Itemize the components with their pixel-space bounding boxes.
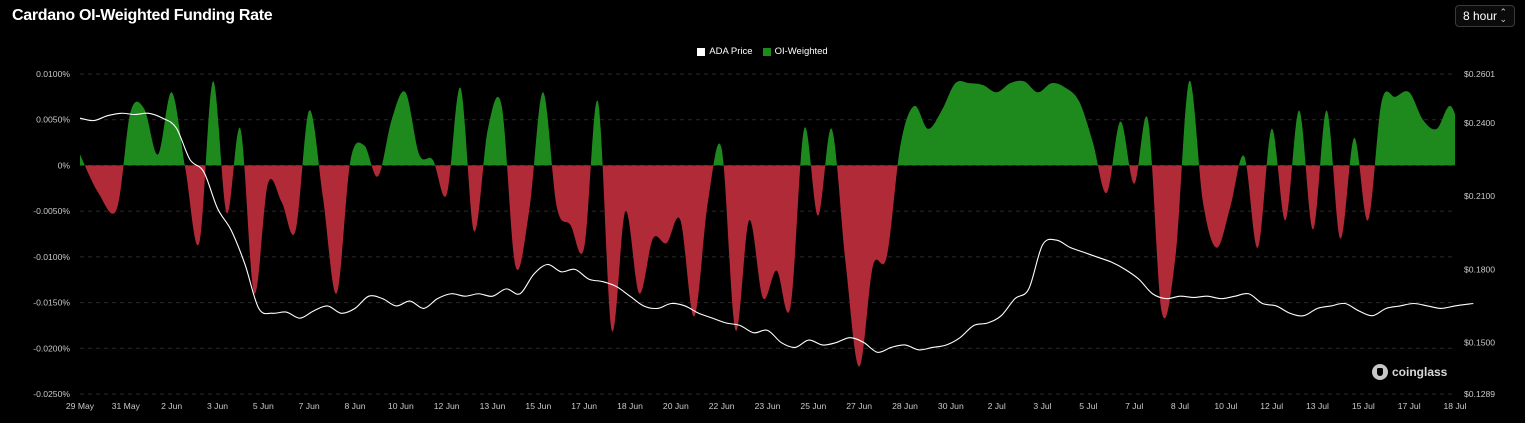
y-left-tick-label: 0.0050%: [36, 115, 70, 125]
x-tick-label: 3 Jul: [1033, 401, 1051, 411]
x-tick-label: 28 Jun: [892, 401, 918, 411]
x-tick-label: 13 Jul: [1306, 401, 1329, 411]
page-title: Cardano OI-Weighted Funding Rate: [12, 7, 273, 24]
chevron-up-down-icon: ⌃ ⌄: [1499, 7, 1507, 24]
x-tick-label: 22 Jun: [709, 401, 735, 411]
y-right-tick-label: $0.1289: [1464, 389, 1495, 399]
period-select-value: 8 hour: [1463, 9, 1498, 23]
x-tick-label: 13 Jun: [480, 401, 506, 411]
x-tick-label: 8 Jun: [344, 401, 365, 411]
y-left-tick-label: 0.0100%: [36, 69, 70, 79]
oi-weighted-positive-area: [80, 80, 1455, 166]
x-tick-label: 17 Jun: [571, 401, 597, 411]
x-tick-label: 10 Jun: [388, 401, 414, 411]
x-tick-label: 5 Jul: [1079, 401, 1097, 411]
x-tick-label: 2 Jun: [161, 401, 182, 411]
y-left-tick-label: -0.0050%: [33, 206, 70, 216]
y-right-tick-label: $0.1500: [1464, 338, 1495, 348]
x-tick-label: 7 Jul: [1125, 401, 1143, 411]
oi-weighted-point: [1473, 115, 1474, 116]
x-tick-label: 12 Jun: [434, 401, 460, 411]
x-tick-label: 15 Jul: [1352, 401, 1375, 411]
legend-swatch-ada-price: [697, 47, 706, 56]
x-tick-label: 7 Jun: [299, 401, 320, 411]
y-right-tick-label: $0.2400: [1464, 118, 1495, 128]
x-tick-label: 31 May: [112, 401, 141, 411]
x-tick-label: 18 Jun: [617, 401, 643, 411]
x-tick-label: 30 Jun: [938, 401, 964, 411]
x-tick-label: 17 Jul: [1398, 401, 1421, 411]
x-tick-label: 29 May: [66, 401, 95, 411]
legend-label-oi-weighted: OI-Weighted: [774, 46, 828, 57]
x-tick-label: 8 Jul: [1171, 401, 1189, 411]
x-tick-label: 12 Jul: [1260, 401, 1283, 411]
y-right-tick-label: $0.2100: [1464, 191, 1495, 201]
x-tick-label: 15 Jun: [525, 401, 551, 411]
watermark-text: coinglass: [1392, 365, 1448, 379]
y-right-tick-label: $0.1800: [1464, 264, 1495, 274]
legend-label-ada-price: ADA Price: [709, 46, 753, 57]
chart-legend: ADA Price OI-Weighted: [0, 46, 1525, 57]
x-tick-label: 23 Jun: [755, 401, 781, 411]
ada-price-line: [79, 112, 1474, 353]
y-right-tick-label: $0.2601: [1464, 69, 1495, 79]
legend-swatch-oi-weighted: [762, 47, 771, 56]
coinglass-watermark: coinglass: [1372, 364, 1447, 380]
x-tick-label: 20 Jun: [663, 401, 689, 411]
x-tick-label: 27 Jun: [846, 401, 872, 411]
coinglass-logo-icon: [1372, 364, 1388, 380]
legend-item-ada-price[interactable]: ADA Price: [697, 46, 753, 57]
y-left-tick-label: 0%: [58, 160, 71, 170]
x-tick-label: 18 Jul: [1444, 401, 1467, 411]
x-tick-label: 3 Jun: [207, 401, 228, 411]
x-tick-label: 5 Jun: [253, 401, 274, 411]
y-left-tick-label: -0.0150%: [33, 298, 70, 308]
legend-item-oi-weighted[interactable]: OI-Weighted: [762, 46, 828, 57]
y-left-tick-label: -0.0100%: [33, 252, 70, 262]
x-tick-label: 25 Jun: [800, 401, 826, 411]
period-select[interactable]: 8 hour ⌃ ⌄: [1455, 5, 1515, 27]
x-tick-label: 2 Jul: [988, 401, 1006, 411]
x-tick-label: 10 Jul: [1214, 401, 1237, 411]
oi-weighted-point: [1464, 137, 1465, 138]
y-left-tick-label: -0.0200%: [33, 343, 70, 353]
oi-weighted-negative-area: [80, 165, 1455, 367]
y-left-tick-label: -0.0250%: [33, 389, 70, 399]
